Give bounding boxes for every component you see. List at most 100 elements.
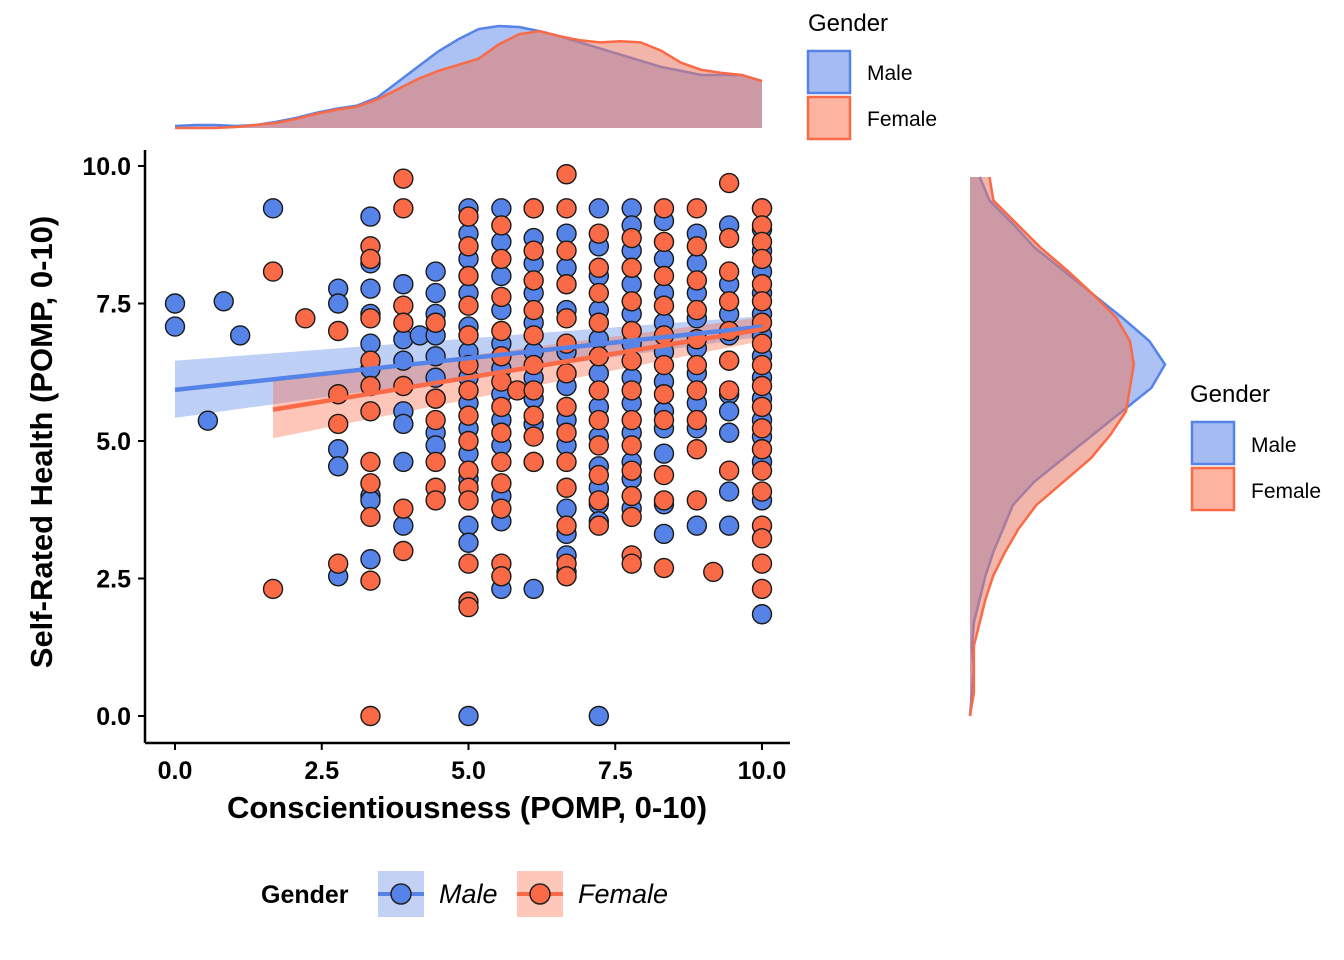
point-female [588,435,610,456]
point-female [653,409,675,431]
point-female [621,320,642,342]
point-male [686,253,708,274]
point-female [556,422,577,443]
x-tick-label: 10.0 [738,757,787,785]
point-male [393,451,414,473]
point-female [588,257,610,278]
point-female [360,308,381,329]
point-female [523,451,544,473]
legend-top-male-key [806,49,852,95]
point-male [425,261,446,282]
point-female [588,282,610,304]
point-female [556,396,577,418]
point-female [588,464,610,486]
point-female [458,490,479,511]
point-female [523,270,544,291]
point-female [523,325,544,346]
point-female [491,320,512,342]
point-male [458,705,479,727]
point-female [751,481,773,502]
point-female [686,490,708,511]
point-male [327,439,349,460]
point-male [360,278,381,299]
point-male [491,198,512,219]
legend-bottom-title: Gender [261,881,349,909]
point-male [360,206,381,227]
point-female [491,248,512,270]
legend-right-female-label: Female [1251,480,1321,503]
point-female [458,236,479,257]
point-female [393,198,414,219]
point-male [556,498,577,519]
point-male [360,549,381,570]
point-female [751,553,773,574]
point-female [751,274,773,295]
point-female [458,460,479,481]
point-female [588,312,610,333]
point-female [360,451,381,473]
legend-right-title: Gender [1190,381,1270,408]
point-female [718,172,740,194]
legend-top-title: Gender [808,10,888,37]
point-female [751,578,773,600]
point-female [653,490,675,511]
point-female [703,561,724,583]
point-female [556,515,577,536]
point-female [718,350,740,371]
regression-line-female [272,327,763,412]
legend-bottom-female-label: Female [578,879,668,909]
y-density-female [970,177,1134,716]
point-female [327,320,349,342]
point-female [653,384,675,405]
point-female [751,439,773,460]
point-female [686,270,708,291]
point-female [360,506,381,528]
x-tick-label: 7.5 [598,757,633,785]
point-female [621,435,642,456]
point-female [751,528,773,549]
point-female [718,261,740,282]
point-male [556,223,577,244]
point-female [491,566,512,587]
point-female [491,286,512,308]
point-female [425,312,446,333]
point-female [327,553,349,574]
point-female [360,248,381,270]
point-female [360,570,381,591]
point-female [523,240,544,261]
top-marginal-density [174,24,763,130]
point-female [425,490,446,511]
point-female [686,354,708,376]
y-density-outline-female [968,176,1136,717]
point-male [588,705,610,727]
y-tick-label: 7.5 [96,291,131,319]
point-female [621,291,642,312]
point-male [213,291,234,312]
point-female [718,291,740,312]
point-female [393,498,414,519]
point-female [588,490,610,511]
legend-bottom-male-label: Male [439,879,498,909]
legend-right-female-key [1190,466,1236,512]
point-female [458,430,479,452]
point-female [653,231,675,253]
point-female [751,375,773,397]
point-female [718,460,740,481]
point-female [556,477,577,498]
point-male [491,265,512,287]
point-male [718,401,740,422]
point-female [556,274,577,295]
point-female [653,198,675,219]
point-male [621,198,642,219]
axes: 0.0 2.5 5.0 7.5 10.0 0.0 2.5 5.0 7.5 10.0 [82,150,790,785]
point-female [588,515,610,536]
point-female [491,215,512,236]
point-female [262,578,284,600]
point-female [751,198,773,219]
point-female [327,413,349,435]
point-female [393,295,414,316]
point-female [588,380,610,401]
point-male [393,274,414,295]
point-male [164,316,186,337]
